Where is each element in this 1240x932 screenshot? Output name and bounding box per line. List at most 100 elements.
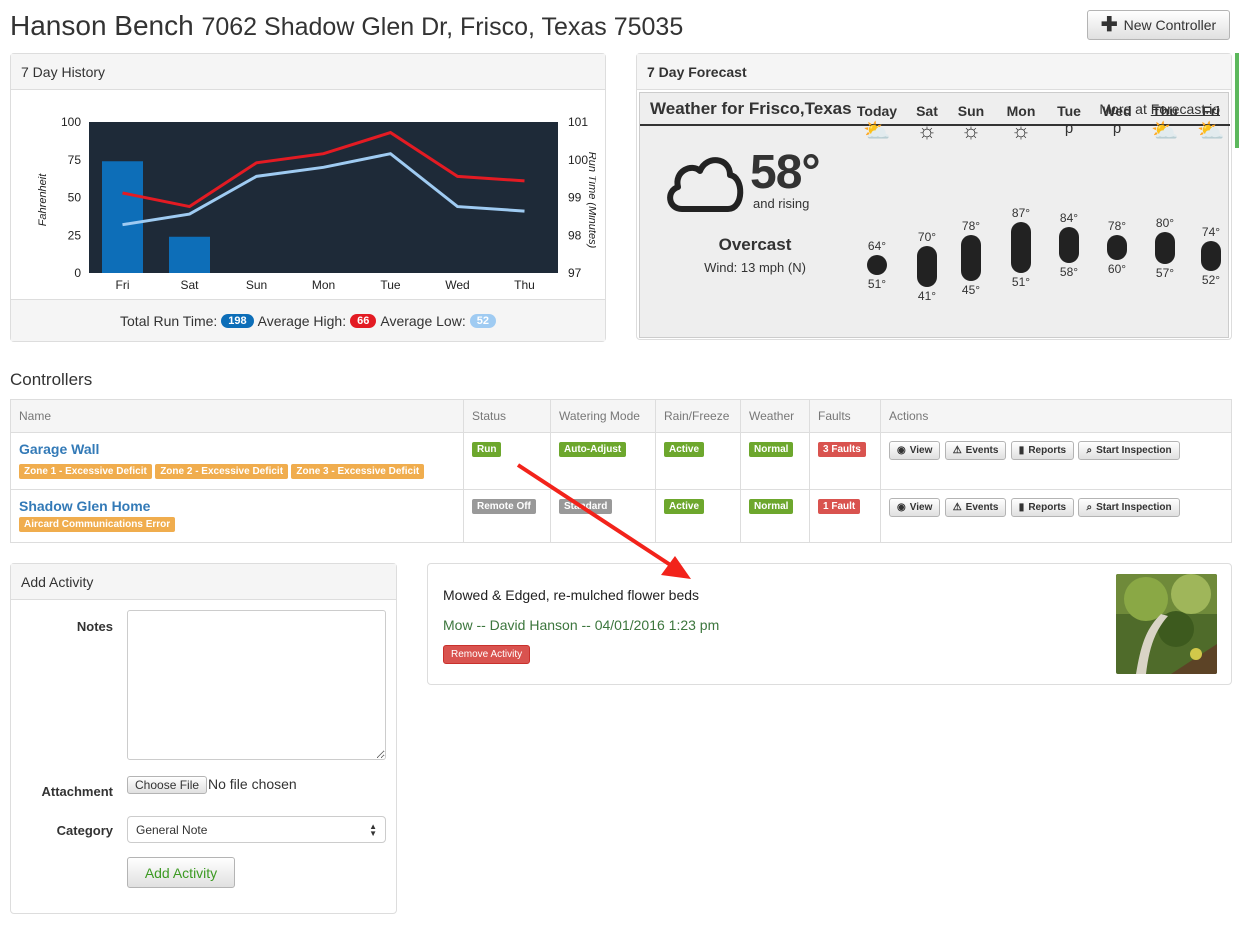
select-arrows-icon: ▲ ▼ <box>369 821 377 838</box>
add-activity-panel: Add Activity Notes Attachment Choose Fil… <box>10 563 397 914</box>
file-status: No file chosen <box>208 776 297 792</box>
forecast-more: More at Forecast.io <box>1099 101 1220 117</box>
high-temp-label: 78° <box>961 219 981 233</box>
add-activity-button[interactable]: Add Activity <box>127 857 235 888</box>
view-button[interactable]: ◉ View <box>889 441 941 460</box>
avg-low-label: Average Low: <box>380 312 466 329</box>
partly-cloudy-icon: ⛅ <box>1151 118 1179 143</box>
choose-file-button[interactable]: Choose File <box>127 776 208 794</box>
temp-range-bar <box>961 235 981 282</box>
y-tick-label: 50 <box>68 191 82 205</box>
current-condition: Overcast <box>718 235 792 254</box>
activity-meta: Mow -- David Hanson -- 04/01/2016 1:23 p… <box>443 617 720 633</box>
forecast-day: Sat ☼ 70° 41° <box>902 103 952 333</box>
forecast-day: Tue ᵖ 84° 58° <box>1044 103 1094 333</box>
forecast-day-name: Fri <box>1202 103 1220 119</box>
attachment-label: Attachment <box>41 784 113 799</box>
column-header: Status <box>463 399 551 433</box>
forecast-day: Wed ᵖ 78° 60° <box>1092 103 1142 333</box>
wind-icon: ᵖ <box>1064 118 1074 143</box>
sun-icon: ☼ <box>916 118 938 143</box>
low-temp-label: 45° <box>961 283 981 298</box>
forecast-day-name: Sat <box>916 103 938 119</box>
controller-link[interactable]: Garage Wall <box>19 441 100 457</box>
low-temp-label: 41° <box>917 288 937 303</box>
column-header: Faults <box>809 399 881 433</box>
y-tick-label: 25 <box>68 228 82 242</box>
run-time-badge: 198 <box>221 313 254 328</box>
controller-link[interactable]: Shadow Glen Home <box>19 498 151 514</box>
reports-button[interactable]: ▮ Reports <box>1010 441 1075 460</box>
y2-tick-label: 100 <box>568 153 588 167</box>
temp-range-bar <box>1155 232 1175 265</box>
high-temp-label: 84° <box>1059 210 1079 225</box>
actions-cell: ◉ View ⚠ Events ▮ Reports ⌕ Start Inspection <box>880 489 1232 543</box>
low-temp-label: 51° <box>1011 274 1031 289</box>
x-tick-label: Sat <box>180 278 199 292</box>
avg-low-badge: 52 <box>469 313 496 328</box>
high-temp-line <box>122 130 525 209</box>
low-temp-label: 51° <box>867 276 887 291</box>
forecast-day-name: Wed <box>1102 103 1132 119</box>
column-header: Name <box>10 399 464 433</box>
y-tick-label: 75 <box>68 153 82 167</box>
landscape-photo <box>1116 574 1217 674</box>
temp-range-bar <box>1107 235 1127 261</box>
events-button[interactable]: ⚠ Events <box>944 498 1007 517</box>
current-trend: and rising <box>753 196 810 211</box>
events-button[interactable]: ⚠ Events <box>944 441 1007 460</box>
alert-badge: Zone 1 - Excessive Deficit <box>19 464 152 479</box>
alert-badge: Zone 3 - Excessive Deficit <box>291 464 425 479</box>
category-select[interactable]: General Note ▲ ▼ <box>127 816 386 843</box>
forecast-accent-bar <box>1235 53 1239 148</box>
status-badge: Remote Off <box>472 499 536 514</box>
alert-badge: Aircard Communications Error <box>19 517 176 532</box>
search-icon: ⌕ <box>1086 445 1093 456</box>
forecast-day: Today ⛅ 64° 51° <box>852 103 902 333</box>
eye-icon: ◉ <box>897 502 906 513</box>
forecast-io-link[interactable]: Forecast.io <box>1150 100 1220 117</box>
y2-tick-label: 97 <box>568 266 582 280</box>
controllers-heading: Controllers <box>10 370 93 389</box>
y2-tick-label: 101 <box>568 115 588 129</box>
start-inspection-label: Start Inspection <box>1096 445 1172 456</box>
avg-high-label: Average High: <box>257 312 347 329</box>
new-controller-button[interactable]: ✚ New Controller <box>1087 10 1230 40</box>
watering-mode-badge: Standard <box>559 499 613 514</box>
activity-item: Mowed & Edged, re-mulched flower beds Mo… <box>427 563 1232 685</box>
table-row: Garage Wall Zone 1 - Excessive Deficit Z… <box>10 432 1232 490</box>
notes-label: Notes <box>76 619 113 634</box>
partly-cloudy-icon: ⛅ <box>863 118 891 143</box>
x-tick-label: Mon <box>312 278 335 292</box>
column-header: Rain/Freeze <box>655 399 741 433</box>
temp-range-bar <box>1059 226 1079 263</box>
history-chart: 0 25 50 75 100 97 98 99 100 101 Fri Sat Sun Mon Tue Wed… <box>21 100 598 298</box>
column-header: Watering Mode <box>550 399 656 433</box>
actions-cell: ◉ View ⚠ Events ▮ Reports ⌕ Start Inspection <box>880 432 1232 490</box>
x-tick-label: Fri <box>116 278 130 292</box>
reports-button[interactable]: ▮ Reports <box>1010 498 1075 517</box>
bar-chart-icon: ▮ <box>1018 502 1025 513</box>
category-value: General Note <box>136 822 208 837</box>
rain-freeze-badge: Active <box>664 442 705 457</box>
faults-badge[interactable]: 3 Faults <box>818 442 866 457</box>
faults-badge[interactable]: 1 Fault <box>818 499 861 514</box>
start-inspection-button[interactable]: ⌕ Start Inspection <box>1078 498 1180 517</box>
y-tick-label: 100 <box>61 115 81 129</box>
start-inspection-button[interactable]: ⌕ Start Inspection <box>1078 441 1180 460</box>
high-temp-label: 64° <box>867 238 887 253</box>
run-time-bar <box>169 236 210 273</box>
view-button[interactable]: ◉ View <box>889 498 941 517</box>
forecast-panel-title: 7 Day Forecast <box>637 54 1231 90</box>
reports-label: Reports <box>1028 502 1067 513</box>
warning-icon: ⚠ <box>952 502 962 513</box>
remove-activity-button[interactable]: Remove Activity <box>443 645 531 664</box>
notes-textarea[interactable] <box>127 610 386 760</box>
column-header: Actions <box>880 399 1232 433</box>
rain-freeze-badge: Active <box>664 499 705 514</box>
x-tick-label: Thu <box>514 278 535 292</box>
low-temp-line <box>122 152 525 227</box>
y-axis-label: Fahrenheit <box>37 173 49 227</box>
forecast-location: Weather for Frisco,Texas <box>650 98 852 118</box>
activity-photo[interactable] <box>1116 574 1217 674</box>
